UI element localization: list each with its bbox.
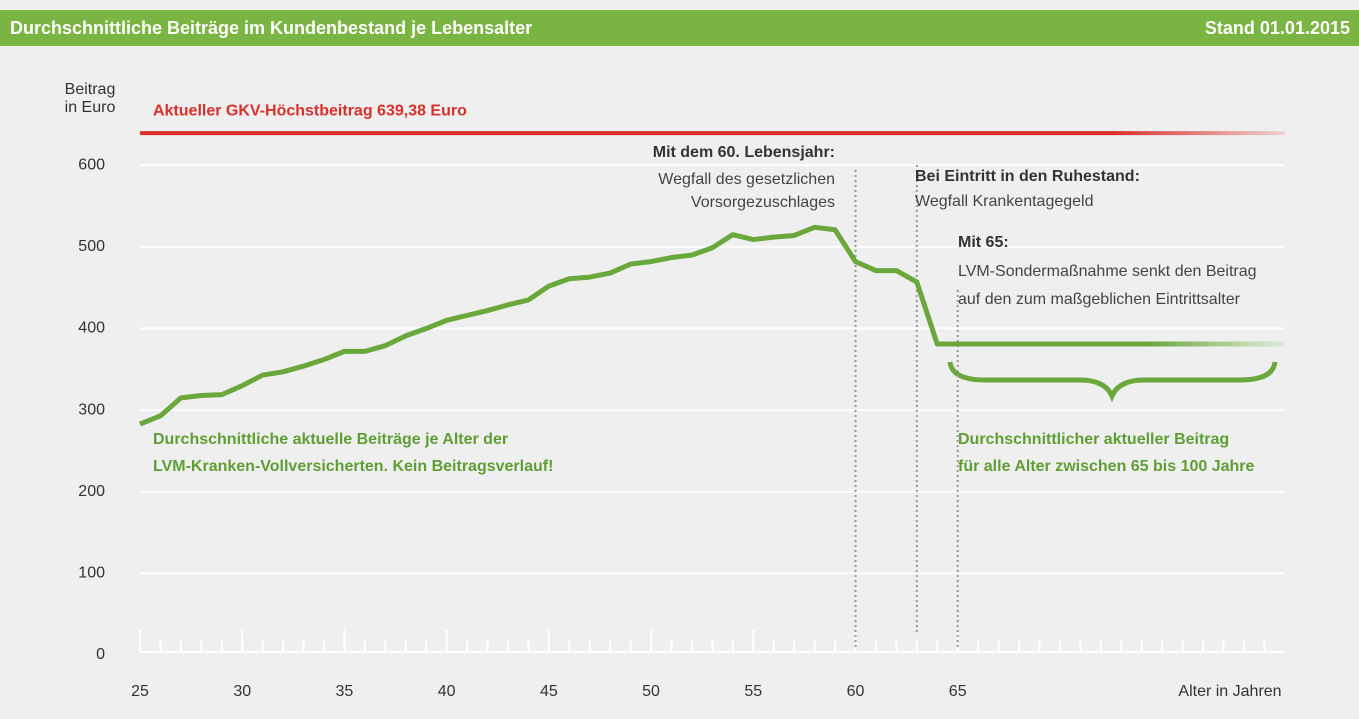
- annotation-text: auf den zum maßgeblichen Eintrittsalter: [958, 291, 1241, 308]
- y-tick-label: 400: [78, 320, 105, 337]
- x-tick-label: 50: [642, 683, 660, 700]
- y-tick-label: 500: [78, 238, 105, 255]
- header-bar: [0, 10, 1359, 46]
- annotation-title: Mit 65:: [958, 234, 1009, 251]
- y-axis-label: Beitrag: [65, 81, 116, 98]
- annotation-title: Bei Eintritt in den Ruhestand:: [915, 168, 1140, 185]
- x-tick-label: 30: [233, 683, 251, 700]
- brace: [947, 361, 1278, 403]
- annotation-text: Vorsorgezuschlages: [691, 194, 835, 211]
- x-tick-label: 25: [131, 683, 149, 700]
- reference-label: Aktueller GKV-Höchstbeitrag 639,38 Euro: [153, 102, 467, 119]
- y-axis-label: in Euro: [65, 99, 116, 116]
- y-tick-label: 300: [78, 401, 105, 418]
- x-tick-label: 55: [744, 683, 762, 700]
- x-tick-label: 45: [540, 683, 558, 700]
- note-text: Durchschnittlicher aktueller Beitrag: [958, 431, 1229, 448]
- x-axis-label: Alter in Jahren: [1178, 683, 1281, 700]
- x-tick-label: 35: [336, 683, 354, 700]
- y-tick-label: 0: [96, 646, 105, 663]
- y-tick-label: 100: [78, 565, 105, 582]
- y-tick-label: 200: [78, 483, 105, 500]
- annotation-title: Mit dem 60. Lebensjahr:: [653, 144, 835, 161]
- y-tick-label: 600: [78, 157, 105, 174]
- chart-title: Durchschnittliche Beiträge im Kundenbest…: [10, 18, 532, 38]
- note-text: LVM-Kranken-Vollversicherten. Kein Beitr…: [153, 458, 553, 475]
- x-tick-label: 65: [949, 683, 967, 700]
- note-text: für alle Alter zwischen 65 bis 100 Jahre: [958, 458, 1255, 475]
- note-text: Durchschnittliche aktuelle Beiträge je A…: [153, 431, 508, 448]
- annotation-text: Wegfall Krankentagegeld: [915, 193, 1094, 210]
- chart-subtitle: Stand 01.01.2015: [1205, 18, 1350, 38]
- annotation-text: LVM-Sondermaßnahme senkt den Beitrag: [958, 263, 1257, 280]
- data-line: [139, 224, 1285, 427]
- annotation-text: Wegfall des gesetzlichen: [658, 171, 835, 188]
- x-tick-label: 60: [847, 683, 865, 700]
- x-tick-label: 40: [438, 683, 456, 700]
